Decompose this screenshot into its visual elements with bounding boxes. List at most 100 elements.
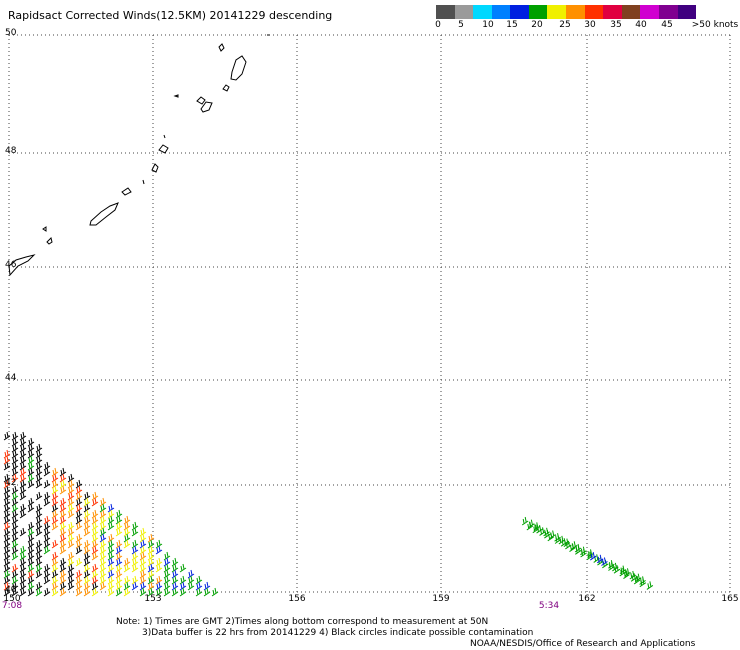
wind-barb-43 bbox=[27, 479, 35, 489]
legend-label-9: 45 bbox=[661, 20, 673, 30]
wind-barb-20 bbox=[3, 461, 11, 471]
legend-label-2: 10 bbox=[482, 20, 494, 30]
legend-swatch-1 bbox=[454, 5, 474, 19]
wind-barb-333 bbox=[107, 587, 115, 597]
wind-barb-367 bbox=[580, 546, 587, 556]
wind-barb-387 bbox=[634, 573, 642, 583]
wind-barb-246 bbox=[131, 563, 139, 573]
wind-barb-249 bbox=[155, 563, 163, 573]
legend-swatch-10 bbox=[621, 5, 641, 19]
wind-barb-165 bbox=[51, 539, 59, 549]
wind-barb-389 bbox=[639, 576, 646, 585]
wind-barb-345 bbox=[521, 516, 529, 526]
wind-barb-330 bbox=[75, 587, 83, 597]
wind-barb-30 bbox=[43, 467, 51, 477]
wind-barb-329 bbox=[59, 587, 67, 597]
wind-barb-385 bbox=[629, 570, 637, 580]
wind-barb-96 bbox=[67, 509, 75, 519]
wind-barb-45 bbox=[43, 479, 51, 489]
wind-barb-343 bbox=[203, 587, 211, 597]
lon-label-150: 150 bbox=[3, 594, 21, 604]
wind-barb-324 bbox=[19, 587, 27, 597]
wind-barb-245 bbox=[123, 563, 131, 573]
wind-barb-143 bbox=[115, 527, 123, 537]
wind-barb-341 bbox=[179, 587, 187, 597]
wind-barb-377 bbox=[608, 560, 615, 569]
island-outline-11 bbox=[46, 237, 53, 245]
island-outline-4 bbox=[200, 101, 213, 113]
wind-barb-325 bbox=[27, 587, 35, 597]
time-label-left: 7:08 bbox=[1, 601, 23, 611]
wind-barb-134 bbox=[19, 527, 27, 537]
lat-label-44: 44 bbox=[5, 373, 17, 383]
wind-barb-167 bbox=[67, 539, 75, 549]
legend-swatch-0 bbox=[436, 5, 455, 19]
wind-barb-128 bbox=[107, 521, 115, 531]
wind-barb-344 bbox=[211, 587, 219, 597]
wind-barb-349 bbox=[533, 522, 541, 531]
wind-barb-365 bbox=[574, 543, 582, 553]
wind-barb-174 bbox=[123, 539, 131, 549]
wind-barb-355 bbox=[549, 530, 556, 539]
wind-barb-347 bbox=[528, 519, 535, 529]
lon-label-162: 162 bbox=[578, 594, 596, 604]
lat-label-48: 48 bbox=[5, 146, 17, 156]
lat-label-46: 46 bbox=[5, 260, 17, 270]
legend-label-4: 20 bbox=[531, 20, 543, 30]
island-outline-8 bbox=[121, 187, 132, 196]
island-outline-7 bbox=[151, 163, 159, 173]
wind-barb-140 bbox=[83, 527, 91, 537]
legend-swatch-6 bbox=[547, 5, 567, 19]
legend-swatch-3 bbox=[491, 5, 511, 19]
wind-barb-336 bbox=[139, 587, 147, 597]
wind-barb-326 bbox=[35, 587, 43, 597]
island-outline-1 bbox=[218, 43, 225, 52]
wind-barb-186 bbox=[75, 545, 83, 555]
wind-barb-145 bbox=[131, 527, 139, 537]
wind-barb-373 bbox=[596, 554, 604, 564]
wind-barb-369 bbox=[587, 549, 594, 558]
wind-barb-322 bbox=[3, 587, 11, 597]
note-line-1: Note: 1) Times are GMT 2)Times along bot… bbox=[116, 617, 489, 627]
legend-label-0: 0 bbox=[435, 20, 441, 30]
wind-barb-371 bbox=[589, 552, 597, 561]
wind-barb-60 bbox=[35, 491, 43, 501]
island-outline-10 bbox=[42, 226, 47, 232]
wind-barb-195 bbox=[155, 545, 163, 555]
lat-label-50: 50 bbox=[5, 28, 17, 38]
legend-swatch-8 bbox=[584, 5, 604, 19]
wind-speed-legend bbox=[436, 5, 697, 19]
wind-barb-277 bbox=[43, 575, 51, 585]
island-outline-12 bbox=[8, 254, 36, 277]
lon-label-153: 153 bbox=[144, 594, 162, 604]
wind-speed-legend-labels: 0 5 10 15 20 25 30 35 40 45 >50 knots bbox=[0, 20, 740, 34]
lat-label-42: 42 bbox=[5, 478, 17, 488]
wind-barb-184 bbox=[43, 545, 51, 555]
wind-barb-312 bbox=[131, 581, 139, 591]
wind-barb-340 bbox=[171, 587, 179, 597]
wind-barb-257 bbox=[35, 569, 43, 579]
island-outline-0 bbox=[230, 55, 247, 81]
wind-barb-185 bbox=[59, 545, 67, 555]
wind-barb-34 bbox=[11, 473, 19, 483]
wind-barb-327 bbox=[43, 587, 51, 597]
wind-barb-81 bbox=[27, 503, 35, 513]
wind-barb-124 bbox=[75, 521, 83, 531]
legend-label-10: >50 knots bbox=[691, 20, 739, 30]
wind-barb-359 bbox=[558, 535, 566, 545]
island-outline-9 bbox=[89, 202, 119, 226]
wind-barb-304 bbox=[67, 581, 75, 591]
legend-swatch-7 bbox=[566, 5, 585, 19]
wind-barb-351 bbox=[536, 525, 543, 534]
legend-swatch-12 bbox=[658, 5, 678, 19]
note-line-2: 3)Data buffer is 22 hrs from 20141229 4)… bbox=[142, 628, 534, 638]
wind-barb-70 bbox=[43, 497, 51, 507]
legend-swatch-2 bbox=[473, 5, 492, 19]
wind-barb-339 bbox=[163, 587, 171, 597]
wind-barb-319 bbox=[187, 581, 195, 591]
legend-swatch-5 bbox=[528, 5, 548, 19]
wind-barb-44 bbox=[35, 479, 43, 489]
note-line-3: NOAA/NESDIS/Office of Research and Appli… bbox=[470, 639, 696, 649]
wind-barb-136 bbox=[35, 527, 43, 537]
